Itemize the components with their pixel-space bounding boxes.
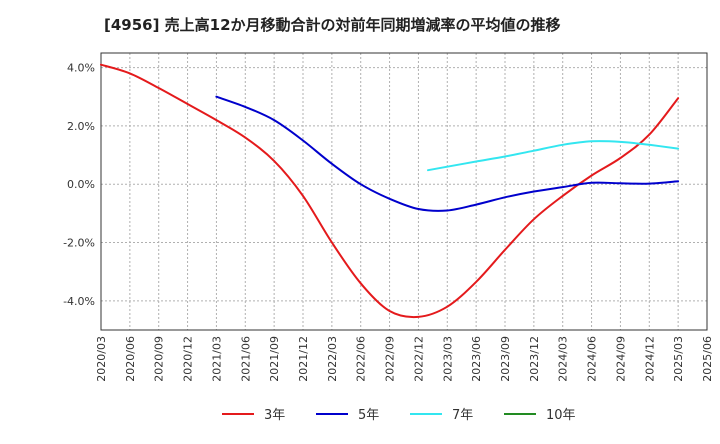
x-tick-label: 2025/03 (672, 336, 685, 382)
plot-area (101, 53, 707, 330)
series-line-2 (215, 95, 680, 212)
x-tick-label: 2020/12 (182, 336, 195, 382)
x-tick-label: 2022/09 (384, 336, 397, 382)
y-tick-label: 0.0% (67, 178, 95, 191)
x-tick-label: 2024/03 (557, 336, 570, 382)
x-tick-label: 2021/06 (239, 336, 252, 382)
legend-label-2: 5年 (358, 408, 379, 423)
plot-border (100, 52, 708, 331)
series-line-3 (427, 140, 680, 172)
x-tick-label: 2023/03 (441, 336, 454, 382)
series-line-1 (100, 63, 680, 319)
x-tick-label: 2020/09 (153, 336, 166, 382)
y-tick-label: -2.0% (63, 237, 95, 250)
x-tick-label: 2024/12 (643, 336, 656, 382)
legend-label-4: 10年 (546, 408, 576, 423)
x-tick-label: 2021/09 (268, 336, 281, 382)
x-tick-label: 2022/03 (326, 336, 339, 382)
x-tick-label: 2020/06 (124, 336, 137, 382)
x-tick-label: 2020/03 (95, 336, 108, 382)
chart-title: [4956] 売上高12か月移動合計の対前年同期増減率の平均値の推移 (104, 16, 561, 34)
y-tick-label: 4.0% (67, 62, 95, 75)
x-tick-label: 2022/06 (355, 336, 368, 382)
x-tick-label: 2021/12 (297, 336, 310, 382)
y-tick-label: 2.0% (67, 120, 95, 133)
x-tick-label: 2023/09 (499, 336, 512, 382)
x-tick-label: 2023/06 (470, 336, 483, 382)
x-tick-label: 2024/09 (614, 336, 627, 382)
x-tick-label: 2022/12 (412, 336, 425, 382)
x-tick-label: 2025/06 (701, 336, 714, 382)
x-tick-label: 2024/06 (586, 336, 599, 382)
legend-label-3: 7年 (452, 408, 473, 423)
y-tick-label: -4.0% (63, 295, 95, 308)
x-tick-label: 2021/03 (210, 336, 223, 382)
x-tick-label: 2023/12 (528, 336, 541, 382)
legend-label-1: 3年 (264, 408, 285, 423)
